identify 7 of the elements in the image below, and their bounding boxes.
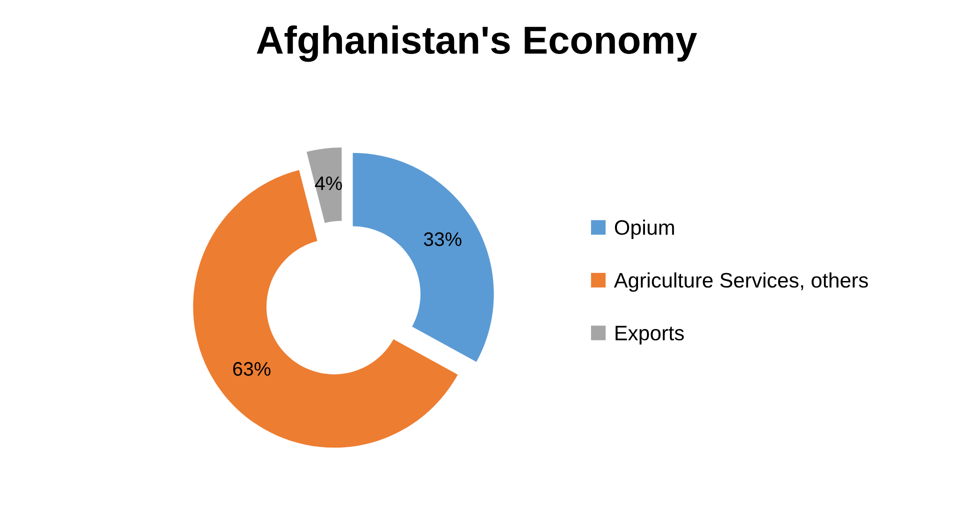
data-label: 63% — [233, 362, 270, 376]
data-label: 33% — [424, 232, 462, 246]
legend-label: Agriculture Services, others — [614, 272, 868, 292]
legend-label: Opium — [614, 220, 674, 240]
legend-label: Exports — [616, 326, 684, 345]
data-label: 4% — [314, 176, 342, 190]
chart-title: Afghanistan's Economy — [256, 25, 698, 62]
